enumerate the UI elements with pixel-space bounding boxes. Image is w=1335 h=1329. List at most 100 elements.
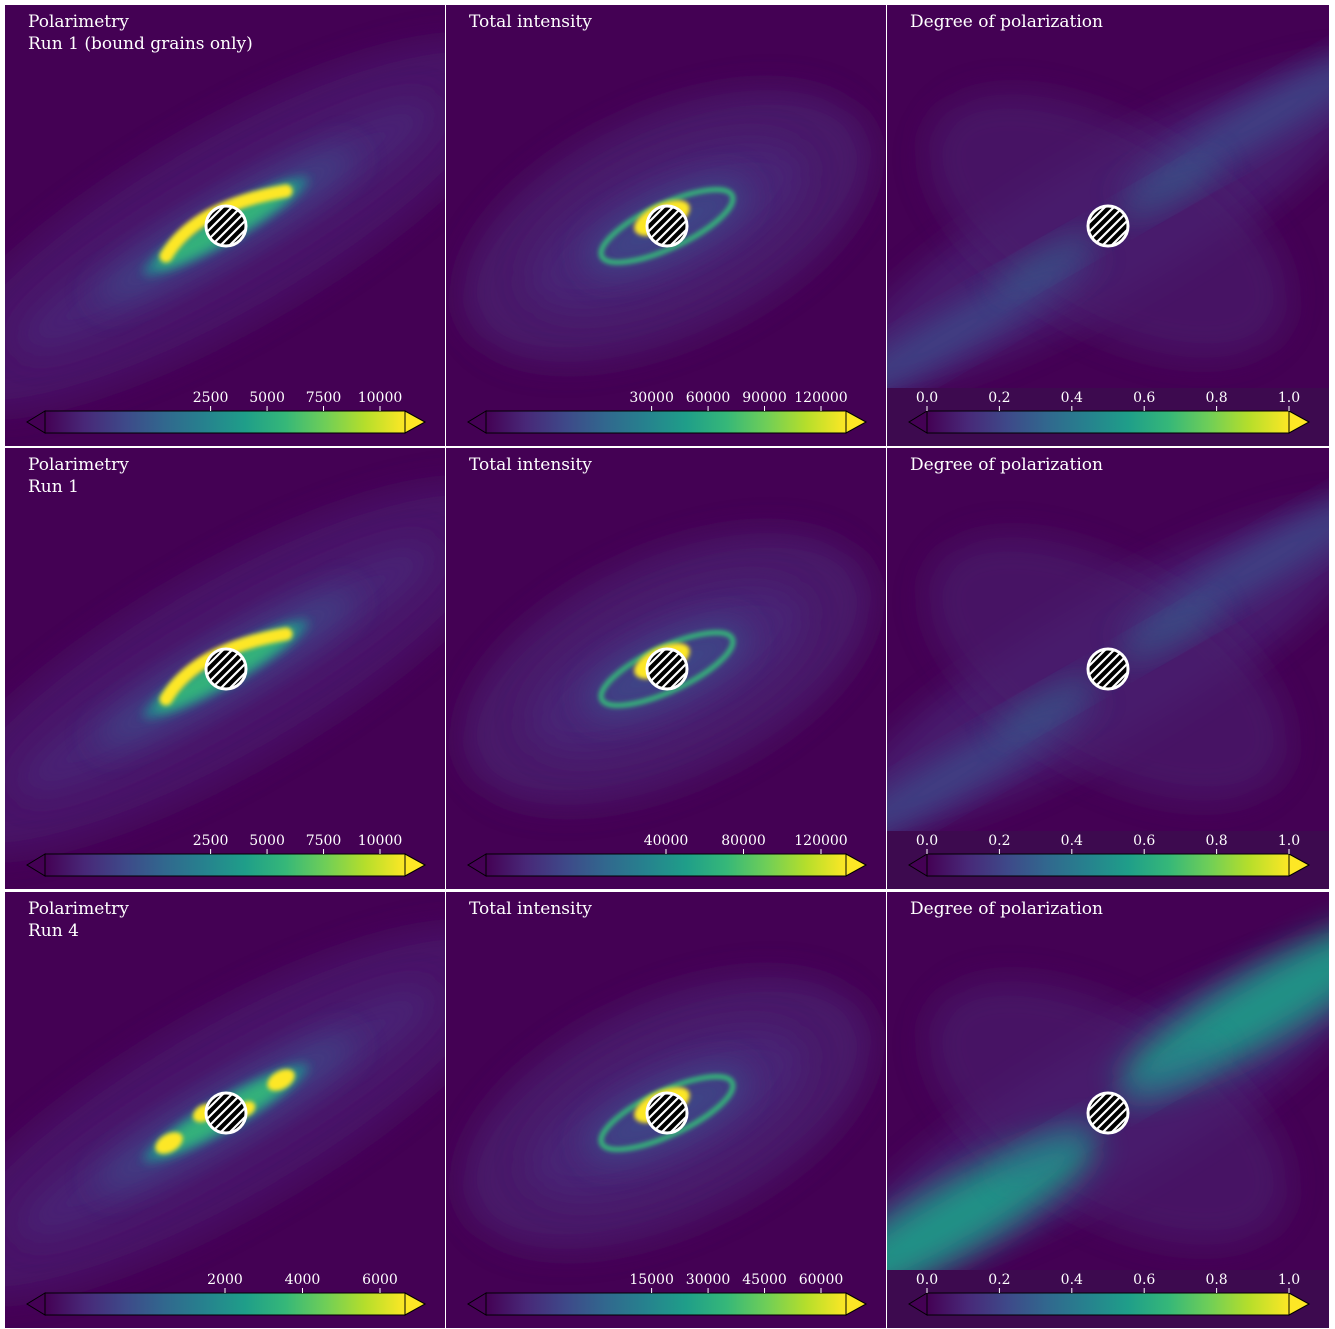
colorbar-tick-label: 2500 — [193, 390, 229, 406]
image-map — [446, 448, 886, 889]
emission-region — [1120, 472, 1329, 646]
colorbar-tick-label: 2000 — [207, 1272, 243, 1288]
colorbar-min-arrow — [26, 853, 46, 877]
colorbar-tick-label: 30000 — [629, 390, 674, 406]
colorbar-gradient — [44, 410, 406, 434]
panel-title-line-1: Total intensity — [469, 899, 592, 919]
colorbar-tick-label: 80000 — [721, 833, 766, 849]
emission-region — [995, 1116, 1101, 1180]
panel-title-line-1: Degree of polarization — [910, 899, 1103, 919]
image-map — [5, 892, 445, 1328]
colorbar-tick-label: 7500 — [306, 390, 342, 406]
colorbar-gradient — [44, 853, 406, 877]
colorbar-tick-label: 0.8 — [1205, 390, 1227, 406]
panel-title: Degree of polarization — [910, 11, 1103, 33]
panel-title: Degree of polarization — [910, 898, 1103, 920]
colorbar-gradient — [926, 1292, 1290, 1316]
colorbar-max-arrow — [1288, 853, 1311, 877]
colorbar-min-arrow — [908, 1292, 928, 1316]
colorbar-area: 15000 30000 45000 60000 — [446, 1270, 886, 1328]
emission-region — [995, 672, 1101, 736]
colorbar: 2500 5000 7500 10000 — [26, 390, 427, 434]
panel-title: Polarimetry Run 1 (bound grains only) — [28, 11, 253, 55]
panel-title-line-1: Polarimetry — [28, 899, 129, 919]
colorbar-tick-label: 90000 — [742, 390, 787, 406]
panel-polarimetry-row-2: Polarimetry Run 1 2500 5000 7500 10000 — [5, 448, 445, 889]
colorbar-area: 0.0 0.2 0.4 0.6 0.8 1.0 — [887, 831, 1329, 889]
colorbar: 2500 5000 7500 10000 — [26, 833, 427, 877]
image-map — [5, 448, 445, 889]
emission-region — [1115, 1046, 1221, 1110]
colorbar-tick-label: 0.6 — [1133, 390, 1155, 406]
image-map — [446, 5, 886, 446]
colorbar-tick-label: 5000 — [249, 833, 285, 849]
emission-region — [267, 1069, 295, 1091]
panel-title: Degree of polarization — [910, 454, 1103, 476]
colorbar-tick-label: 0.6 — [1133, 833, 1155, 849]
panel-degree-row-1: Degree of polarization 0.0 0.2 0.4 0.6 0.8 1.0 — [887, 5, 1329, 446]
panel-title: Polarimetry Run 1 — [28, 454, 129, 498]
panel-degree-strong-row-3: Degree of polarization 0.0 0.2 0.4 0.6 0.8 1.0 — [887, 892, 1329, 1328]
colorbar-gradient — [485, 1292, 847, 1316]
colorbar-tick-label: 0.6 — [1133, 1272, 1155, 1288]
colorbar: 0.0 0.2 0.4 0.6 0.8 1.0 — [908, 390, 1311, 434]
emission-region — [887, 692, 1096, 866]
image-map — [887, 5, 1329, 446]
colorbar-tick-label: 0.8 — [1205, 833, 1227, 849]
colorbar-min-arrow — [467, 410, 487, 434]
colorbar-gradient — [926, 853, 1290, 877]
colorbar-tick-label: 0.2 — [988, 390, 1010, 406]
panel-title: Total intensity — [469, 11, 592, 33]
emission-region — [887, 1132, 1097, 1314]
colorbar-area: 0.0 0.2 0.4 0.6 0.8 1.0 — [887, 388, 1329, 446]
colorbar-tick-label: 0.0 — [916, 1272, 938, 1288]
colorbar-area: 2000 4000 6000 — [5, 1270, 445, 1328]
colorbar-gradient — [485, 410, 847, 434]
panel-title-line-1: Total intensity — [469, 455, 592, 475]
colorbar-tick-label: 0.0 — [916, 390, 938, 406]
emission-region — [1119, 912, 1329, 1094]
colorbar-tick-label: 45000 — [742, 1272, 787, 1288]
colorbar-gradient — [485, 853, 847, 877]
colorbar-max-arrow — [845, 1292, 868, 1316]
panel-title: Total intensity — [469, 454, 592, 476]
panel-title-line-1: Degree of polarization — [910, 455, 1103, 475]
colorbar-tick-label: 0.4 — [1061, 833, 1083, 849]
panel-title-line-2: Run 4 — [28, 921, 79, 941]
star-marker-icon — [204, 647, 248, 691]
panel-polarimetry-split-row-3: Polarimetry Run 4 2000 4000 6000 — [5, 892, 445, 1328]
image-map — [5, 5, 445, 446]
panel-title-line-1: Total intensity — [469, 12, 592, 32]
colorbar-max-arrow — [404, 853, 427, 877]
emission-region — [155, 1132, 183, 1154]
emission-region — [995, 229, 1101, 293]
colorbar-area: 0.0 0.2 0.4 0.6 0.8 1.0 — [887, 1270, 1329, 1328]
colorbar: 40000 80000 120000 — [467, 833, 868, 877]
colorbar-tick-label: 2500 — [193, 833, 229, 849]
colorbar-tick-label: 15000 — [629, 1272, 674, 1288]
panel-title-line-2: Run 1 — [28, 477, 79, 497]
colorbar-min-arrow — [26, 1292, 46, 1316]
colorbar-tick-label: 5000 — [249, 390, 285, 406]
colorbar-tick-label: 120000 — [794, 390, 847, 406]
colorbar-tick-label: 0.2 — [988, 1272, 1010, 1288]
panel-polarimetry-row-1: Polarimetry Run 1 (bound grains only) 2500… — [5, 5, 445, 446]
colorbar-min-arrow — [908, 853, 928, 877]
colorbar-tick-label: 7500 — [306, 833, 342, 849]
colorbar-min-arrow — [908, 410, 928, 434]
colorbar: 15000 30000 45000 60000 — [467, 1272, 868, 1316]
colorbar-max-arrow — [404, 410, 427, 434]
colorbar-tick-label: 1.0 — [1278, 1272, 1300, 1288]
colorbar-gradient — [926, 410, 1290, 434]
emission-region — [887, 249, 1096, 423]
colorbar-max-arrow — [845, 410, 868, 434]
colorbar-area: 2500 5000 7500 10000 — [5, 831, 445, 889]
image-map — [887, 448, 1329, 889]
colorbar-max-arrow — [1288, 410, 1311, 434]
colorbar-area: 30000 60000 90000 120000 — [446, 388, 886, 446]
colorbar: 30000 60000 90000 120000 — [467, 390, 868, 434]
colorbar-min-arrow — [467, 853, 487, 877]
colorbar-tick-label: 10000 — [358, 833, 403, 849]
image-map — [887, 892, 1329, 1328]
